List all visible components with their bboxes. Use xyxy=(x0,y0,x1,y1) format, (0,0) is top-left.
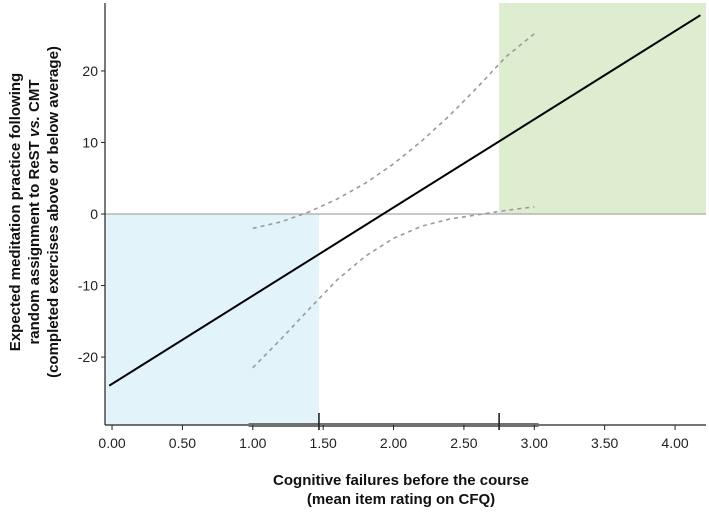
x-axis-title-line1: Cognitive failures before the course xyxy=(273,472,529,489)
y-tick-label: 0 xyxy=(90,206,98,222)
x-tick-label: 3.50 xyxy=(591,435,618,451)
x-tick-label: 2.00 xyxy=(380,435,407,451)
y-tick-label: 10 xyxy=(82,134,98,150)
x-tick-label: 0.00 xyxy=(98,435,125,451)
y-axis-title-line3: (completed exercises above or below aver… xyxy=(45,46,62,378)
x-tick-label: 1.00 xyxy=(239,435,266,451)
x-tick-label: 4.00 xyxy=(661,435,688,451)
positive-effect-region xyxy=(499,3,706,214)
series-ci_upper xyxy=(252,33,535,230)
x-axis-ticks: 0.00 0.50 1.00 1.50 2.00 2.50 3.00 3.50 4.00 xyxy=(98,425,689,451)
x-tick-label: 3.00 xyxy=(521,435,548,451)
y-axis-title: Expected meditation practice following r… xyxy=(7,46,62,378)
x-tick-label: 0.50 xyxy=(169,435,196,451)
x-axis-title-line2: (mean item rating on CFQ) xyxy=(307,491,495,508)
y-axis-title-line1: Expected meditation practice following xyxy=(7,73,24,351)
x-tick-label: 2.50 xyxy=(450,435,477,451)
y-tick-label: -10 xyxy=(78,278,98,294)
y-tick-label: 20 xyxy=(82,63,98,79)
y-axis-title-line2: random assignment to ReST vs. CMT xyxy=(26,79,43,344)
y-axis-title-line2-pre: random assignment to ReST xyxy=(26,137,43,345)
x-tick-label: 1.50 xyxy=(310,435,337,451)
negative-effect-region xyxy=(105,214,319,425)
y-tick-label: -20 xyxy=(78,349,98,365)
y-axis-ticks: -20 -10 0 10 20 xyxy=(78,63,105,365)
y-axis-title-line2-italic: vs. xyxy=(26,116,43,137)
series xyxy=(108,14,701,387)
shaded-regions xyxy=(105,3,706,425)
y-axis-title-line2-post: CMT xyxy=(26,79,43,116)
series-ci_lower xyxy=(252,206,535,369)
series-regression xyxy=(108,14,701,387)
